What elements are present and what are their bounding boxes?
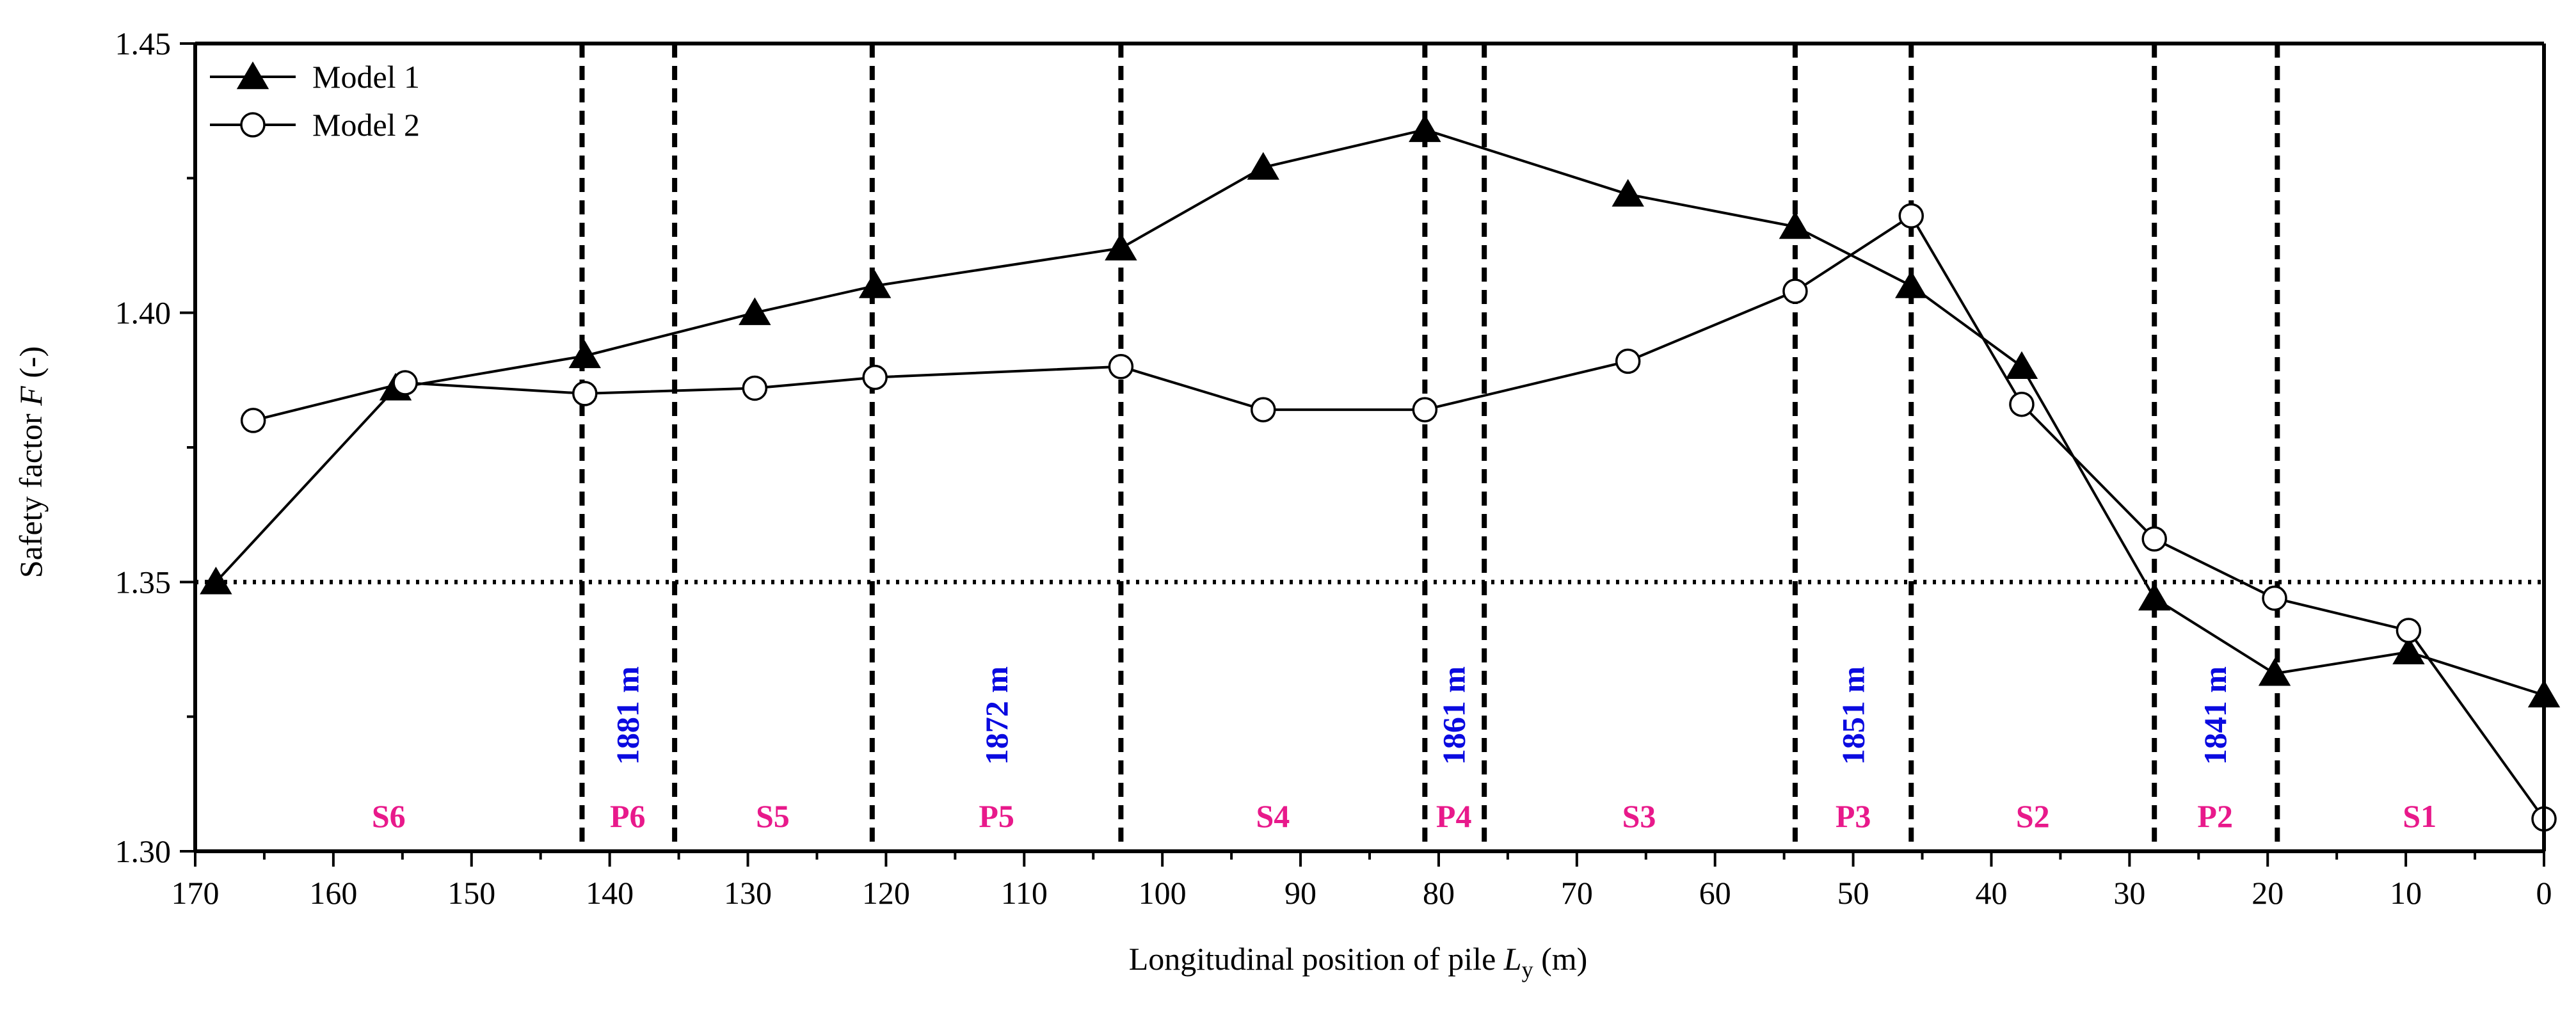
tick-layer: 170 160 150 140 130 120 110 100 90 80 70 60 50 40 30 20…: [115, 26, 2552, 911]
legend-label: Model 1: [312, 59, 420, 95]
segment-label: P3: [1836, 798, 1871, 834]
y-tick-label: 1.30: [115, 833, 172, 869]
data-point-model-1: [858, 270, 892, 298]
data-point-model-2: [1615, 348, 1641, 374]
series-layer: [200, 114, 2561, 832]
data-point-model-2: [862, 364, 888, 390]
x-tick-label: 20: [2252, 875, 2284, 911]
segment-label: S1: [2403, 798, 2436, 834]
data-point-model-1: [1105, 232, 1137, 261]
x-axis-label: Longitudinal position of pile Ly (m): [1129, 941, 1588, 982]
data-point-model-2: [2262, 585, 2287, 611]
x-tick-label: 30: [2113, 875, 2145, 911]
segment-label: P5: [979, 798, 1014, 834]
elevation-label: 1861 m: [1436, 666, 1472, 765]
data-point-model-1: [2005, 351, 2038, 379]
x-tick-label: 70: [1561, 875, 1593, 911]
segment-label: S2: [2016, 798, 2050, 834]
divider-layer: [195, 44, 2544, 851]
data-point-model-1: [2258, 658, 2291, 686]
y-tick-label: 1.35: [115, 564, 172, 600]
x-axis-label-unit: (m): [1533, 941, 1588, 977]
y-axis-label-unit: (-): [13, 346, 49, 386]
data-point-model-1: [200, 566, 232, 595]
y-axis-label: Safety factor F (-): [13, 346, 49, 578]
annotation-layer: S6 P6 S5 P5 S4 P4 S3 P3 S2 P2 S1 1881 m 1872 m 1861 m…: [372, 666, 2436, 834]
legend-marker-model-1: [236, 61, 269, 90]
data-point-model-2: [1782, 278, 1808, 304]
x-tick-label: 40: [1975, 875, 2007, 911]
x-tick-label: 100: [1139, 875, 1187, 911]
data-point-model-2: [1251, 397, 1276, 422]
x-tick-label: 10: [2390, 875, 2422, 911]
x-tick-label: 120: [862, 875, 910, 911]
x-tick-label: 150: [447, 875, 495, 911]
legend: Model 1 Model 2: [210, 59, 420, 143]
x-axis-label-sub: y: [1522, 957, 1533, 982]
data-point-model-2: [742, 375, 768, 401]
legend-marker-model-2: [240, 112, 266, 138]
elevation-label: 1881 m: [610, 666, 646, 765]
data-point-model-1: [2138, 582, 2171, 611]
data-point-model-1: [2392, 636, 2425, 664]
x-tick-label: 170: [172, 875, 220, 911]
x-tick-label: 60: [1699, 875, 1731, 911]
segment-label: S5: [756, 798, 790, 834]
x-tick-label: 90: [1284, 875, 1316, 911]
elevation-label: 1841 m: [2197, 666, 2233, 765]
x-axis-label-text: Longitudinal position of pile: [1129, 941, 1504, 977]
data-point-model-2: [1898, 203, 1924, 228]
x-tick-label: 160: [309, 875, 357, 911]
segment-label: S6: [372, 798, 406, 834]
data-point-model-1: [568, 340, 601, 369]
segment-label: P6: [610, 798, 646, 834]
y-tick-label: 1.40: [115, 295, 172, 331]
segment-label: S3: [1622, 798, 1656, 834]
data-point-model-1: [1409, 114, 1441, 142]
data-point-model-2: [572, 381, 598, 406]
segment-label: P2: [2197, 798, 2233, 834]
x-tick-label: 0: [2536, 875, 2552, 911]
series-line: [214, 128, 2545, 696]
data-point-model-2: [1108, 354, 1134, 380]
axes-layer: [193, 42, 2546, 853]
elevation-label: 1872 m: [979, 666, 1014, 765]
data-point-model-2: [2009, 391, 2035, 417]
data-point-model-2: [240, 408, 266, 433]
segment-label: P4: [1436, 798, 1472, 834]
y-tick-label: 1.45: [115, 26, 172, 61]
data-point-model-2: [2141, 526, 2167, 552]
legend-label: Model 2: [312, 107, 420, 143]
x-tick-label: 110: [1001, 875, 1048, 911]
x-tick-label: 130: [724, 875, 772, 911]
x-tick-label: 50: [1837, 875, 1869, 911]
data-point-model-2: [392, 370, 418, 396]
x-tick-label: 80: [1423, 875, 1455, 911]
data-point-model-1: [739, 297, 771, 325]
segment-label: S4: [1256, 798, 1290, 834]
data-point-model-1: [1895, 270, 1928, 298]
y-axis-label-text: Safety factor: [13, 406, 49, 578]
data-point-model-1: [1779, 211, 1812, 239]
series-line: [253, 214, 2545, 820]
y-axis-label-var: F: [13, 386, 49, 406]
data-point-model-1: [1612, 179, 1644, 207]
x-tick-label: 140: [586, 875, 634, 911]
data-point-model-2: [2396, 618, 2422, 643]
data-point-model-2: [1412, 397, 1438, 422]
elevation-label: 1851 m: [1836, 666, 1871, 765]
data-point-model-1: [1247, 152, 1279, 180]
x-axis-label-var: L: [1503, 941, 1522, 977]
